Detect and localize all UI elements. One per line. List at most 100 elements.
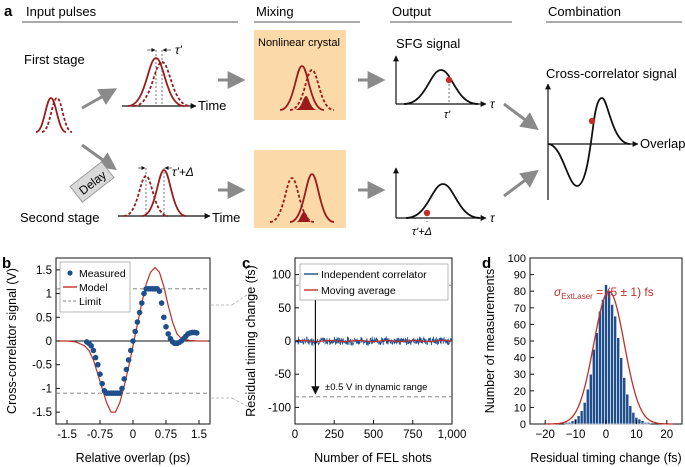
measured-point: [95, 361, 101, 368]
x-tick-label: 500: [364, 429, 383, 441]
tau-axis-second: τ: [490, 211, 496, 225]
measured-point: [163, 323, 169, 330]
moving-average-series: [294, 339, 453, 343]
tau-prime-output: τ': [444, 109, 451, 121]
second-stage-label: Second stage: [20, 210, 100, 225]
histogram-bar: [625, 393, 630, 425]
x-tick-label: 0: [130, 429, 136, 441]
histogram-bar: [631, 412, 636, 425]
measured-point: [134, 319, 141, 325]
arrow-to-combination-2: [503, 169, 539, 198]
crystal-box-second: [254, 150, 346, 228]
panel-label-c: c: [242, 255, 250, 272]
x-tick-label: -0.75: [87, 429, 113, 441]
panel-d: d −20 −10 0 10 20 0 10 20 30 40 50 60 70 80 90 100 Resi…: [482, 253, 683, 465]
tau-axis-first: τ: [490, 97, 496, 111]
header-combination: Combination: [548, 4, 621, 19]
legend-model: Model: [79, 282, 108, 294]
x-tick-label: -1.5: [57, 429, 77, 441]
histogram-bar: [610, 304, 614, 425]
first-stage-pulses: τ' Time: [122, 43, 226, 113]
arrow-to-combination-1: [503, 102, 539, 131]
measured-point: [119, 385, 125, 392]
measured-point: [158, 300, 165, 306]
measured-point: [88, 342, 94, 349]
sfg-marker-second: [423, 209, 431, 217]
header-output: Output: [392, 4, 431, 19]
header-input-pulses: Input pulses: [26, 4, 97, 19]
histogram-bar: [637, 418, 642, 425]
chart-c-ylabel: Residual timing change (fs): [244, 265, 258, 416]
measured-point: [92, 354, 99, 361]
chart-b-legend: Measured Model Limit: [59, 261, 131, 313]
chart-c-legend: Independent correlator Moving average: [299, 263, 449, 301]
x-tick-label: 0: [292, 429, 298, 441]
time-label-second: Time: [212, 210, 240, 225]
measured-point: [117, 390, 123, 396]
x-tick-label: 750: [403, 429, 422, 441]
panel-a: a Input pulses Mixing Output Combination…: [4, 3, 685, 238]
histogram-bar: [567, 422, 572, 425]
y-tick-label: 0: [285, 336, 291, 348]
y-tick-label: 0: [520, 419, 526, 431]
chart-d-xlabel: Residual timing change (fs): [530, 451, 681, 465]
overlap-label: Overlap: [640, 136, 685, 151]
measured-point: [121, 376, 127, 382]
y-tick-label: 30: [514, 369, 526, 381]
legend-limit: Limit: [79, 296, 101, 308]
histogram-bar: [582, 402, 587, 425]
x-tick-label: 1,000: [438, 429, 467, 441]
histogram-bar: [576, 415, 581, 425]
histogram-bar: [601, 299, 605, 425]
histogram-bar: [640, 420, 645, 425]
model-line: [58, 266, 208, 413]
histogram-bar: [579, 410, 584, 425]
chart-d-ylabel: Number of measurements: [483, 269, 497, 414]
y-tick-label: 50: [514, 336, 526, 348]
x-tick-label: 20: [660, 429, 673, 441]
legend-independent: Independent correlator: [321, 269, 427, 281]
panel-label-b: b: [2, 255, 11, 272]
measured-point: [130, 338, 136, 344]
combination-output: Cross-correlator signal Overlap: [545, 66, 685, 200]
histogram-bar: [604, 284, 608, 425]
x-tick-label: −10: [566, 429, 586, 441]
panel-b: b -1.5 -0.75 0 0.75 1.5 -1.5 -1 -0.5 0 0.5 1 1.5 Re…: [2, 255, 211, 465]
chart-b-ylabel: Cross-correlator signal (V): [5, 268, 19, 414]
x-tick-label: 1.5: [191, 429, 207, 441]
measured-point: [194, 330, 200, 336]
tau-delta-output: τ'+Δ: [412, 226, 432, 238]
cc-signal-label: Cross-correlator signal: [546, 66, 677, 81]
histogram-bar: [592, 348, 596, 425]
second-stage-pulses: τ'+Δ Time: [118, 165, 240, 225]
histogram-bar: [598, 310, 602, 425]
y-tick-label: 90: [514, 270, 526, 282]
y-tick-label: 0: [46, 336, 52, 348]
panel-label-d: d: [482, 255, 491, 272]
histogram-bar: [643, 422, 648, 425]
y-tick-label: 1: [46, 289, 52, 301]
crystal-box-first: Nonlinear crystal: [254, 30, 346, 120]
crystal-label: Nonlinear crystal: [258, 37, 340, 49]
chart-c-annotation: ±0.5 V in dynamic range: [325, 382, 427, 393]
legend-marker-measured: [67, 270, 73, 276]
panel-c: c 0 250 500 750 1,000 -100 -50 0 50 100 Number of…: [242, 255, 466, 465]
legend-measured: Measured: [79, 268, 126, 280]
y-tick-label: 20: [514, 386, 526, 398]
panel-label-a: a: [4, 3, 13, 20]
measured-point: [165, 331, 171, 337]
sfg-marker-first: [445, 76, 453, 84]
arrow-to-second-stage: [81, 143, 117, 171]
measured-point: [90, 347, 97, 354]
sfg-output-first: SFG signal τ τ': [393, 36, 496, 121]
measured-point: [97, 371, 103, 378]
measured-point: [99, 380, 105, 387]
y-tick-label: -1: [42, 383, 52, 395]
x-tick-label: 250: [325, 429, 344, 441]
histogram-bar: [619, 357, 624, 425]
histogram-bar: [613, 315, 617, 425]
x-tick-label: −20: [535, 429, 555, 441]
connector-upper-diag: [231, 292, 251, 306]
measured-point: [136, 309, 143, 316]
y-tick-label: 10: [514, 402, 526, 414]
